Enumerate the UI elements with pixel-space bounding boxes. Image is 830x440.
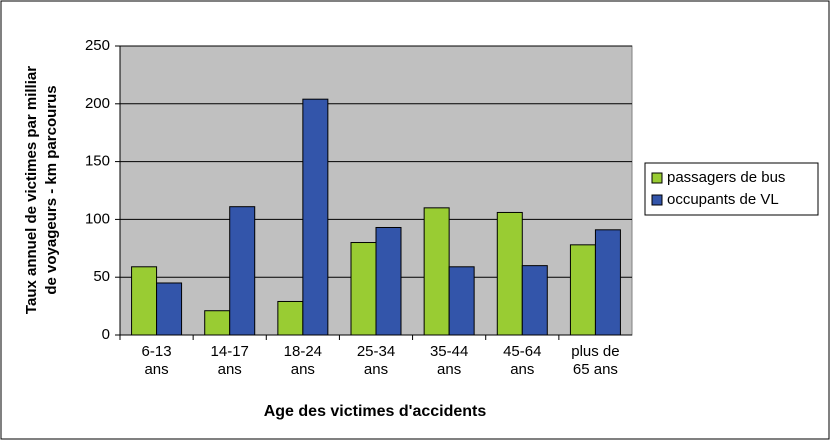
y-tick-label: 250 xyxy=(85,37,110,54)
bar xyxy=(423,207,450,336)
x-tick-label: 18-24 ans xyxy=(283,343,323,378)
bar xyxy=(131,266,158,336)
y-tick-label: 200 xyxy=(85,95,110,112)
bar xyxy=(375,226,402,336)
y-axis-title: Taux annuel de victimes par milliar xyxy=(23,66,40,314)
bar xyxy=(204,310,231,336)
legend-swatch xyxy=(651,194,663,206)
bar xyxy=(569,244,596,336)
y-tick-label: 50 xyxy=(93,268,110,285)
x-tick-label: 14-17 ans xyxy=(210,343,249,378)
x-tick-label: plus de 65 ans xyxy=(571,343,620,378)
legend xyxy=(644,162,819,216)
x-tick-label: 6-13 ans xyxy=(141,343,172,378)
y-tick-label: 150 xyxy=(85,153,110,170)
y-tick-label: 100 xyxy=(85,210,110,227)
bar xyxy=(302,98,329,336)
bar xyxy=(594,229,621,336)
bar xyxy=(496,211,523,336)
bar xyxy=(229,206,256,336)
x-tick-label: 35-44 ans xyxy=(429,343,469,378)
legend-label: occupants de VL xyxy=(667,191,779,208)
bar xyxy=(277,300,304,336)
bar xyxy=(448,266,475,336)
bar xyxy=(156,282,183,336)
x-tick-label: 25-34 ans xyxy=(356,343,396,378)
x-tick-label: 45-64 ans xyxy=(503,343,542,378)
y-axis-title: de voyageurs - km parcourus xyxy=(43,85,60,294)
y-tick-label: 0 xyxy=(102,326,110,343)
bar xyxy=(350,242,377,336)
legend-swatch xyxy=(651,172,663,184)
legend-label: passagers de bus xyxy=(667,169,785,186)
x-axis-title: Age des victimes d'accidents xyxy=(264,403,487,420)
bar xyxy=(521,265,548,336)
